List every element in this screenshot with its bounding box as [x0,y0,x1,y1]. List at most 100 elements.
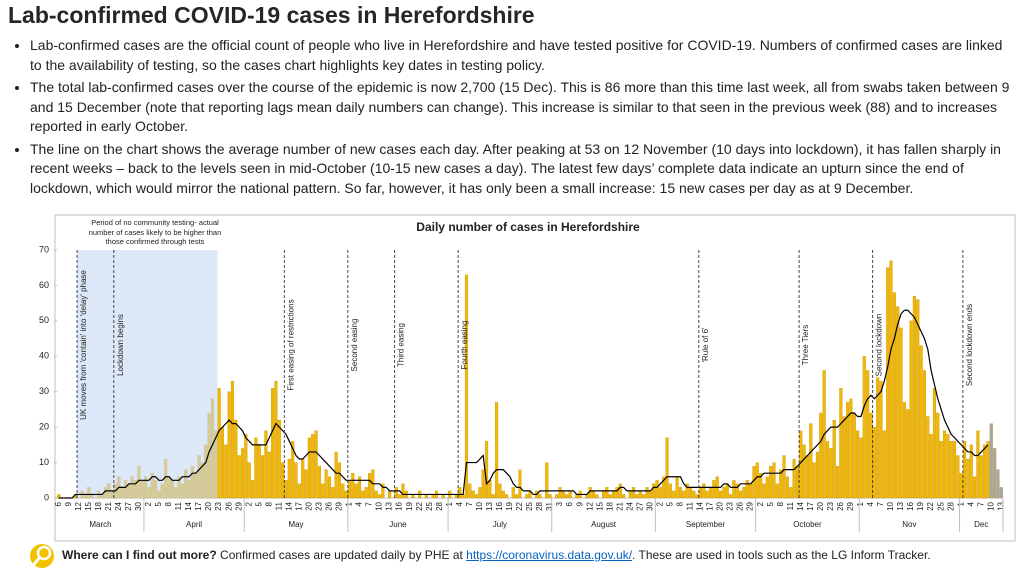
bar [805,455,809,499]
x-tick-label: 7 [876,501,885,506]
bar [862,356,866,499]
month-label: March [89,520,111,529]
bar [488,480,492,499]
bar [648,490,652,499]
bar [755,462,759,499]
month-label: June [389,520,407,529]
bar [381,483,385,499]
icon-lens [36,545,52,561]
x-tick-label: 6 [54,501,63,506]
average-line [58,309,989,499]
bar [705,490,709,499]
bar [324,469,328,499]
bar [825,441,830,499]
bar [555,494,559,499]
bar [364,487,368,499]
x-tick-label: 6 [565,501,574,506]
x-tick-label: 13 [896,501,905,510]
bar [986,441,990,499]
bar [327,476,331,499]
bar [271,388,275,499]
x-tick-label: 10 [986,501,995,510]
shaded-period [77,250,218,498]
bullet: The total lab-confirmed cases over the c… [30,78,1015,137]
bar [729,494,733,499]
bar [612,490,616,499]
bar [735,483,739,499]
x-tick-label: 21 [104,501,113,510]
bar [645,487,649,499]
x-tick-label: 11 [274,501,283,510]
bar [601,490,606,499]
bar [565,494,569,499]
bar [762,483,766,499]
bar [618,483,622,499]
x-tick-label: 26 [736,501,745,510]
bar [337,462,342,499]
event-label: First easing of restrictions [286,299,295,390]
bar [254,437,258,499]
bar [916,299,920,499]
x-tick-label: 13 [996,501,1005,510]
bar [996,469,1000,499]
x-tick-label: 17 [194,501,203,510]
month-label: Nov [902,520,916,529]
bar [745,480,749,499]
bar [314,430,318,499]
bar [615,487,619,499]
x-tick-label: 17 [706,501,715,510]
bar [344,490,348,499]
x-tick-label: 27 [635,501,644,510]
y-tick-label: 20 [39,422,49,432]
bar [561,490,565,499]
bar [902,402,906,499]
x-tick-label: 13 [385,501,394,510]
bar [471,490,475,499]
bar [919,345,923,499]
bar [802,444,806,499]
x-tick-label: 21 [615,501,624,510]
x-tick-label: 15 [84,501,93,510]
bar [829,448,833,499]
x-tick-label: 14 [284,501,293,510]
bar [856,430,860,499]
x-tick-label: 7 [976,501,985,506]
bar [922,370,926,499]
y-tick-label: 10 [39,457,49,467]
bar [217,388,221,499]
event-label: Fourth easing [460,321,469,370]
bar [374,490,378,499]
month-label: July [493,520,507,529]
bar [357,476,362,499]
bar [849,398,853,499]
x-tick-label: 15 [595,501,604,510]
bar [331,487,335,499]
x-tick-label: 16 [395,501,404,510]
x-tick-label: 1 [445,501,454,506]
bar [882,430,886,499]
bar [749,483,753,499]
bar [301,458,305,499]
bar [368,473,372,499]
bar [819,412,823,499]
footer-question: Where can I find out more? [62,548,217,562]
bar [568,490,572,499]
bar [401,483,405,499]
bar [224,444,228,499]
event-label: 'Rule of 6' [701,327,710,363]
bar [478,487,482,499]
x-tick-label: 25 [425,501,434,510]
bar [491,494,495,499]
bar [983,444,987,499]
x-tick-label: 23 [214,501,223,510]
x-tick-label: 23 [826,501,835,510]
x-tick-label: 8 [164,501,173,506]
icon-handle [30,556,42,568]
x-tick-label: 19 [505,501,514,510]
footer-link[interactable]: https://coronavirus.data.gov.uk/ [466,548,633,562]
bar [595,494,599,499]
event-label: Three Tiers [801,325,810,365]
bar [732,480,736,499]
x-tick-label: 23 [726,501,735,510]
